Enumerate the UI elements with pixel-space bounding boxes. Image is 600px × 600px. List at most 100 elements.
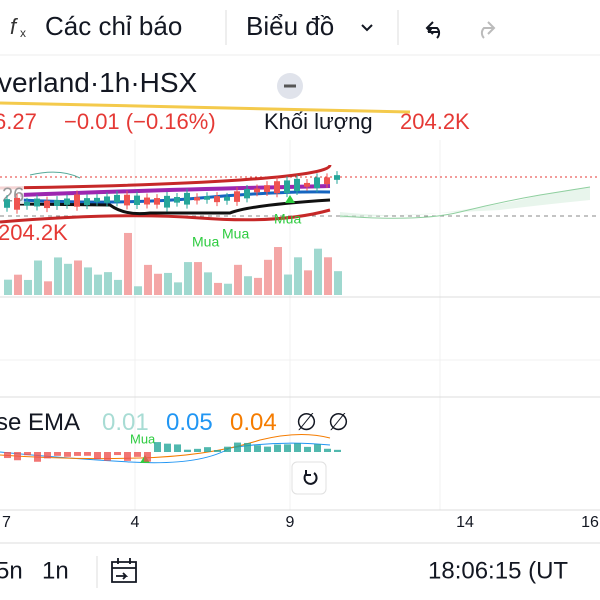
volume-bar — [234, 264, 242, 295]
candle-body — [144, 197, 150, 205]
volume-bar — [184, 262, 192, 295]
candle-body — [174, 196, 180, 203]
change: −0.01 (−0.16%) — [64, 109, 216, 134]
volume-bar — [44, 281, 52, 295]
range-button[interactable]: 5n — [0, 557, 23, 584]
candle-body — [84, 198, 90, 206]
histogram-bar — [34, 452, 41, 462]
indicator-flag: ∅ — [328, 409, 349, 436]
interval: 1h — [99, 67, 130, 98]
x-tick-label: 16 — [581, 514, 599, 531]
x-tick-label: 7 — [2, 514, 11, 531]
candle-body — [14, 197, 20, 210]
volume-bar — [274, 247, 282, 295]
candle-body — [134, 195, 140, 205]
histogram-bar — [154, 442, 161, 452]
candle-body — [324, 177, 330, 185]
x-tick-label: 9 — [286, 514, 295, 531]
buy-signal: Mua — [274, 211, 301, 227]
histogram-bar — [94, 452, 101, 460]
histogram-bar — [194, 448, 201, 452]
buy-signal: Mua — [222, 226, 249, 242]
signal-line — [0, 433, 331, 460]
chart-type-button[interactable]: Biểu đồ — [246, 11, 334, 41]
volume-bar — [24, 279, 32, 295]
candle-body — [304, 182, 310, 187]
candle-body — [154, 198, 160, 205]
indicator-value: 0.04 — [230, 409, 277, 436]
candle-body — [164, 195, 170, 208]
band-upper — [0, 164, 332, 190]
reset-icon — [303, 470, 318, 485]
volume-tag: 204.2K — [0, 220, 68, 245]
histogram-bar — [64, 452, 71, 457]
indicators-button[interactable]: Các chỉ báo — [45, 11, 182, 41]
volume-bar — [254, 277, 262, 295]
clock: 18:06:15 (UT — [428, 557, 568, 584]
volume-bar — [104, 272, 112, 295]
candle-body — [264, 185, 270, 192]
candle-body — [234, 191, 240, 202]
volume-bar — [94, 274, 102, 295]
histogram-bar — [284, 444, 291, 452]
x-tick-label: 4 — [131, 514, 140, 531]
volume-bar — [144, 264, 152, 295]
histogram-bar — [24, 452, 31, 456]
histogram-bar — [164, 443, 171, 452]
volume-bar — [154, 273, 162, 295]
volume-bar — [244, 276, 252, 295]
redo-button[interactable] — [480, 21, 496, 39]
candle-body — [44, 200, 50, 209]
volume: 204.2K — [400, 109, 470, 134]
candle-body — [104, 196, 110, 203]
candle-body — [224, 196, 230, 201]
buy-signal: Mua — [130, 431, 156, 446]
range-button[interactable]: 1n — [42, 557, 69, 584]
histogram-bar — [44, 452, 51, 459]
volume-bar — [124, 232, 132, 295]
candle-body — [114, 194, 120, 203]
histogram-bar — [104, 452, 111, 461]
candle-body — [64, 198, 70, 205]
histogram-bar — [244, 442, 251, 452]
histogram-bar — [334, 449, 341, 452]
indicator-value: 0.05 — [166, 409, 213, 436]
histogram-bar — [184, 449, 191, 452]
indicator-value: 0.01 — [102, 409, 149, 436]
volume-bar — [304, 270, 312, 295]
histogram-bar — [174, 444, 181, 452]
histogram-bar — [134, 452, 141, 457]
histogram-bar — [264, 446, 271, 452]
candle-body — [24, 201, 30, 206]
buy-arrow — [285, 195, 295, 203]
histogram-bar — [54, 452, 61, 456]
ma-line — [0, 101, 411, 114]
macd-line — [0, 442, 331, 464]
cloud — [340, 187, 590, 218]
calendar-button[interactable] — [111, 558, 137, 583]
band-lower — [0, 208, 331, 224]
candle-body — [214, 196, 220, 203]
histogram-bar — [214, 449, 221, 452]
fx-icon-sub: x — [20, 26, 26, 40]
separator: · — [90, 67, 99, 98]
volume-bar — [164, 272, 172, 295]
volume-bar — [134, 286, 142, 295]
x-tick-label: 14 — [456, 514, 474, 531]
ma-green — [29, 171, 81, 179]
histogram-bar — [274, 444, 281, 452]
histogram-bar — [114, 452, 121, 456]
buy-signal: Mua — [192, 234, 219, 250]
reset-button[interactable] — [291, 461, 327, 495]
volume-bar — [284, 274, 292, 295]
volume-bar — [34, 260, 42, 295]
candle-body — [194, 197, 200, 201]
undo-button[interactable] — [425, 21, 441, 39]
candle-body — [284, 180, 290, 194]
fx-icon[interactable]: f — [10, 14, 19, 39]
volume-bar — [314, 248, 322, 295]
price-pane: 26 204.2K Mua Mua Mua — [0, 140, 600, 510]
histogram-bar — [314, 444, 321, 452]
